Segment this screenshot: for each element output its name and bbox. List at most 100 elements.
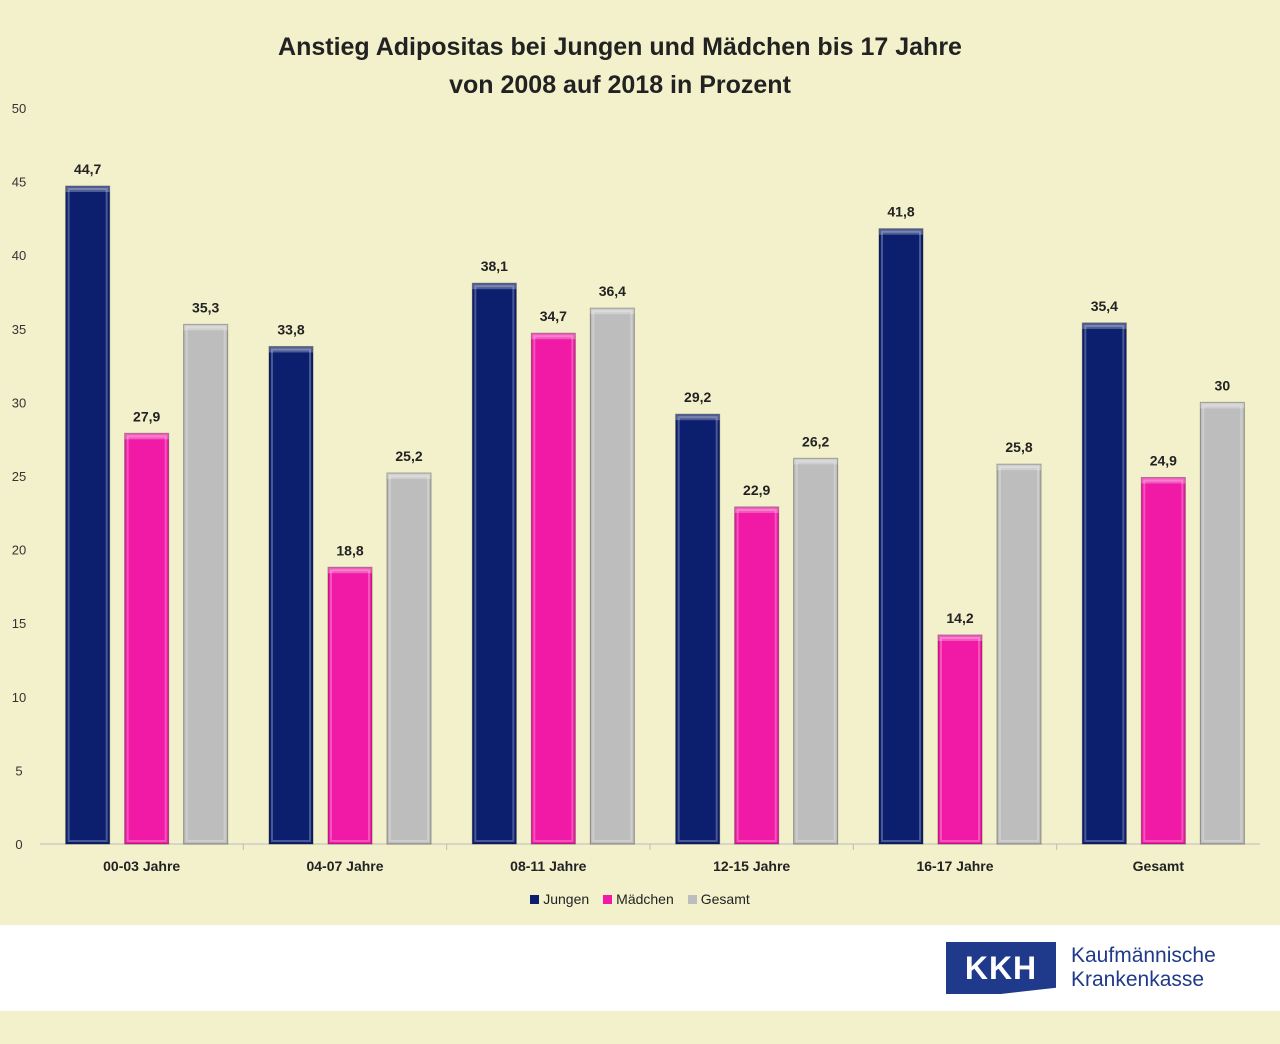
bar <box>183 323 229 845</box>
data-label: 24,9 <box>1150 452 1177 468</box>
data-label: 30 <box>1215 377 1231 393</box>
data-label: 26,2 <box>802 433 829 449</box>
bar-top-bevel <box>879 228 923 235</box>
data-label: 36,4 <box>599 283 626 299</box>
bar-highlight <box>389 475 429 842</box>
data-label: 34,7 <box>540 308 567 324</box>
bar <box>268 345 314 845</box>
legend-label-gesamt: Gesamt <box>700 891 750 907</box>
bar <box>530 332 576 845</box>
data-label: 18,8 <box>336 542 363 558</box>
data-label: 35,4 <box>1091 298 1118 314</box>
bar-highlight <box>1202 404 1243 842</box>
data-label: 33,8 <box>277 321 304 337</box>
bar-chart: 0 5 10 15 20 25 30 35 40 45 50 44,7 27,9 35,3 00-03 Ja… <box>12 101 1260 874</box>
bar-top-bevel <box>65 186 110 193</box>
bar-highlight <box>126 435 167 842</box>
bar-highlight <box>881 230 921 843</box>
bar-top-bevel <box>387 473 431 480</box>
bar-highlight <box>795 460 836 842</box>
x-tick-label: 04-07 Jahre <box>306 858 383 874</box>
bar-highlight <box>533 335 574 842</box>
bar <box>734 506 780 845</box>
y-tick-label: 5 <box>15 763 22 778</box>
bar-top-bevel <box>124 433 169 440</box>
bar <box>1199 401 1245 845</box>
bar-top-bevel <box>328 567 372 574</box>
chart-subtitle: von 2008 auf 2018 in Prozent <box>449 71 791 99</box>
bar-highlight <box>330 569 370 842</box>
bottom-band <box>0 1011 1280 1044</box>
chart-area: Anstieg Adipositas bei Jungen und Mädche… <box>0 33 1280 907</box>
bar <box>878 228 924 845</box>
legend-swatch-gesamt <box>687 894 697 904</box>
bar <box>386 472 432 845</box>
kkh-logo: KKH <box>946 942 1056 994</box>
bar-top-bevel <box>938 634 982 641</box>
bar-top-bevel <box>531 333 576 340</box>
data-label: 41,8 <box>887 204 914 220</box>
y-tick-label: 35 <box>12 322 26 337</box>
logo-text-line1: Kaufmännische <box>1071 944 1216 967</box>
bar <box>937 634 983 845</box>
data-label: 29,2 <box>684 389 711 405</box>
bar <box>589 307 635 845</box>
bar-highlight <box>1084 324 1125 842</box>
bar-top-bevel <box>734 506 779 513</box>
y-tick-label: 15 <box>12 616 26 631</box>
data-label: 44,7 <box>74 161 101 177</box>
legend: Jungen Mädchen Gesamt <box>0 891 1280 907</box>
y-tick-label: 50 <box>12 101 26 116</box>
x-tick-label: Gesamt <box>1133 858 1185 874</box>
y-tick-label: 30 <box>12 395 26 410</box>
data-label: 27,9 <box>133 408 160 424</box>
bar-top-bevel <box>1082 322 1127 329</box>
bar-highlight <box>736 508 777 842</box>
data-label: 38,1 <box>481 258 508 274</box>
y-tick-label: 25 <box>12 469 26 484</box>
bar <box>793 457 839 845</box>
bar <box>1140 476 1186 845</box>
bar <box>471 282 517 845</box>
data-label: 22,9 <box>743 482 770 498</box>
x-tick-label: 00-03 Jahre <box>103 858 180 874</box>
bar-top-bevel <box>997 464 1041 471</box>
data-label: 35,3 <box>192 299 219 315</box>
bar-highlight <box>67 188 108 843</box>
bar <box>327 566 373 845</box>
y-tick-label: 20 <box>12 543 26 558</box>
x-tick-label: 08-11 Jahre <box>510 858 586 874</box>
y-tick-label: 0 <box>15 837 22 852</box>
bar-top-bevel <box>472 283 517 290</box>
bar-top-bevel <box>1200 402 1245 409</box>
bar-highlight <box>185 326 226 843</box>
data-label: 25,2 <box>395 448 422 464</box>
bar <box>1081 322 1127 845</box>
legend-item-maedchen: Mädchen <box>603 891 674 907</box>
bar-highlight <box>592 310 633 842</box>
legend-swatch-jungen <box>530 894 540 904</box>
bar-highlight <box>677 416 718 842</box>
legend-item-jungen: Jungen <box>530 891 589 907</box>
x-tick-label: 16-17 Jahre <box>916 858 993 874</box>
data-label: 14,2 <box>946 610 973 626</box>
legend-label-jungen: Jungen <box>543 891 590 907</box>
bar-top-bevel <box>793 458 838 465</box>
legend-swatch-maedchen <box>603 894 613 904</box>
chart-title: Anstieg Adipositas bei Jungen und Mädche… <box>278 33 962 61</box>
y-tick-label: 10 <box>12 690 26 705</box>
bar-top-bevel <box>675 414 720 421</box>
data-label: 25,8 <box>1005 439 1032 455</box>
bar-highlight <box>474 285 515 842</box>
legend-label-maedchen: Mädchen <box>616 891 674 907</box>
x-tick-label: 12-15 Jahre <box>713 858 790 874</box>
bar <box>996 463 1042 845</box>
footer-band <box>0 925 1280 1011</box>
y-tick-label: 45 <box>12 175 26 190</box>
bar <box>675 413 721 845</box>
bar <box>124 432 170 845</box>
bar-highlight <box>271 348 311 842</box>
bar-highlight <box>999 466 1039 842</box>
bar-highlight <box>1143 479 1184 842</box>
bar-top-bevel <box>590 308 635 315</box>
